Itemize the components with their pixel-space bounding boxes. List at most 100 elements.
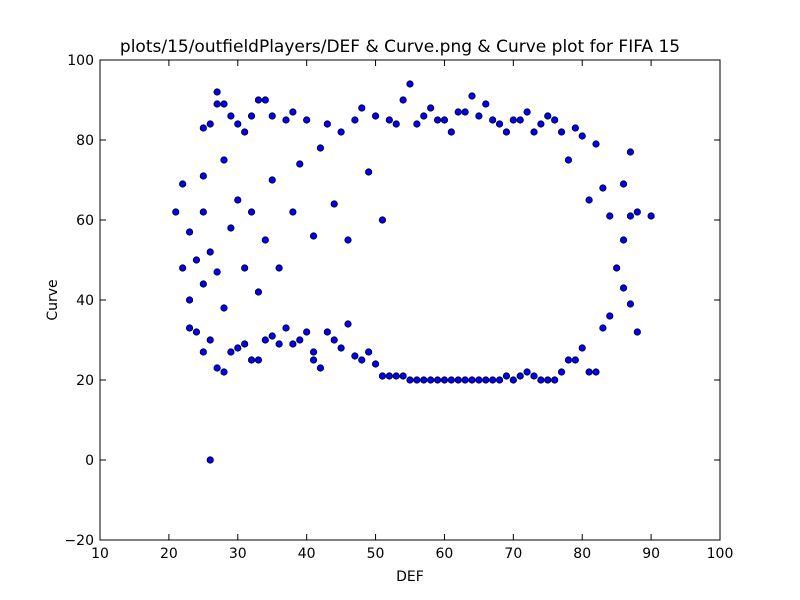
data-point [185, 296, 194, 304]
data-point [289, 340, 297, 348]
data-point [254, 356, 263, 364]
data-point [537, 376, 545, 384]
data-point [571, 356, 579, 364]
data-point [296, 336, 304, 344]
data-point [557, 128, 566, 136]
data-point [316, 144, 325, 152]
data-point [275, 340, 283, 348]
data-point [406, 376, 414, 384]
data-point [578, 344, 586, 352]
data-point [592, 140, 600, 148]
data-point [247, 356, 256, 364]
axis-ticks: 10 20 30 40 50 60 70 80 90 100 −20 0 20 40 60 80 100 [64, 53, 733, 562]
data-point [440, 116, 449, 124]
data-point [413, 376, 421, 384]
data-point [282, 116, 290, 124]
data-point [365, 168, 373, 176]
data-point [351, 116, 359, 124]
data-point [626, 300, 635, 308]
data-point [544, 376, 552, 384]
data-point [378, 372, 387, 380]
data-point [172, 208, 180, 216]
data-point [206, 456, 214, 464]
data-point [599, 324, 607, 332]
data-point [427, 104, 435, 112]
data-point [633, 208, 641, 216]
data-point [185, 324, 194, 332]
data-point [440, 376, 449, 384]
data-point [489, 116, 497, 124]
data-point [206, 248, 214, 256]
data-point [406, 80, 414, 88]
data-point [365, 348, 373, 356]
data-point [268, 112, 276, 120]
data-point [247, 112, 256, 120]
data-point [241, 264, 249, 272]
y-tick-label: 40 [76, 293, 94, 309]
data-point [509, 116, 517, 124]
data-point [261, 236, 269, 244]
data-point [385, 372, 393, 380]
data-point [261, 96, 269, 104]
data-point [254, 96, 263, 104]
data-point [592, 368, 600, 376]
data-point [619, 284, 628, 292]
data-point [468, 92, 476, 100]
data-point [523, 108, 531, 116]
data-points [172, 80, 655, 464]
data-point [213, 100, 221, 108]
x-axis-label: DEF [396, 569, 424, 585]
data-point [358, 356, 366, 364]
data-point [309, 356, 318, 364]
y-tick-label: 100 [67, 53, 94, 69]
data-point [220, 156, 228, 164]
data-point [516, 116, 524, 124]
data-point [468, 376, 476, 384]
data-point [433, 376, 442, 384]
data-point [309, 348, 318, 356]
data-point [289, 108, 297, 116]
data-point [544, 112, 552, 120]
data-point [303, 116, 311, 124]
data-point [585, 196, 593, 204]
data-point [247, 208, 256, 216]
x-tick-label: 50 [367, 546, 385, 562]
y-tick-label: 60 [76, 213, 94, 229]
data-point [254, 288, 263, 296]
data-point [516, 372, 524, 380]
data-point [626, 212, 635, 220]
data-point [619, 180, 628, 188]
data-point [275, 264, 283, 272]
data-point [344, 320, 352, 328]
data-point [564, 156, 573, 164]
data-point [509, 376, 517, 384]
data-point [564, 356, 573, 364]
data-point [502, 372, 511, 380]
y-tick-label: 0 [85, 453, 94, 469]
data-point [192, 328, 201, 336]
data-point [241, 128, 249, 136]
data-point [647, 212, 655, 220]
data-point [296, 160, 304, 168]
data-point [234, 196, 242, 204]
x-tick-label: 30 [229, 546, 247, 562]
data-point [571, 124, 579, 132]
data-point [392, 120, 400, 128]
data-point [606, 212, 614, 220]
data-point [213, 364, 221, 372]
data-point [433, 116, 442, 124]
data-point [378, 216, 387, 224]
data-point [599, 184, 607, 192]
data-point [454, 376, 462, 384]
data-point [537, 120, 545, 128]
data-point [241, 340, 249, 348]
y-axis-label: Curve [45, 279, 61, 320]
data-point [220, 100, 228, 108]
data-point [461, 376, 469, 384]
data-point [344, 236, 352, 244]
data-point [199, 208, 207, 216]
data-point [495, 376, 504, 384]
data-point [179, 180, 187, 188]
data-point [234, 120, 242, 128]
